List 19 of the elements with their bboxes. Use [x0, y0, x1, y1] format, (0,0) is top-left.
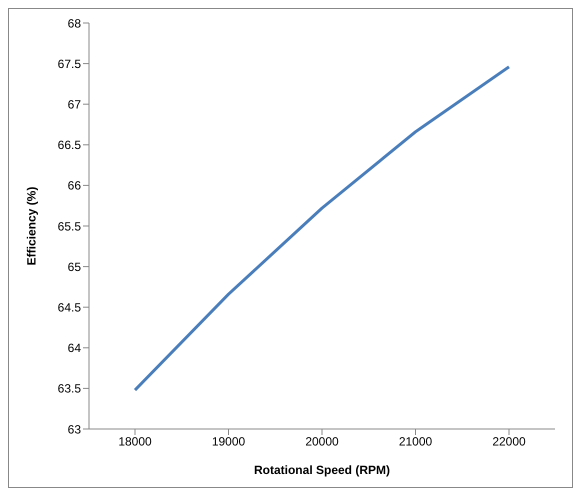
y-axis-title: Efficiency (%) [24, 186, 38, 266]
y-tick-label: 66 [68, 178, 82, 193]
y-tick-label: 63.5 [58, 382, 82, 396]
y-tick-label: 67.5 [58, 56, 82, 71]
y-tick-label: 66.5 [58, 138, 82, 152]
y-tick-label: 63 [68, 422, 82, 436]
x-tick-label: 21000 [398, 434, 433, 449]
y-tick-label: 65.5 [58, 219, 82, 234]
x-tick-label: 20000 [305, 434, 340, 449]
x-axis-title: Rotational Speed (RPM) [254, 463, 390, 477]
line-series [134, 65, 510, 392]
y-tick-label: 67 [68, 97, 82, 112]
y-tick-label: 64 [68, 341, 82, 356]
y-tick-label: 64.5 [58, 300, 82, 314]
y-tick-label: 65 [68, 260, 82, 274]
x-tick-label: 19000 [212, 434, 246, 449]
x-tick-label: 18000 [118, 434, 152, 449]
x-tick-label: 22000 [492, 434, 526, 449]
y-tick-label: 68 [68, 16, 82, 30]
